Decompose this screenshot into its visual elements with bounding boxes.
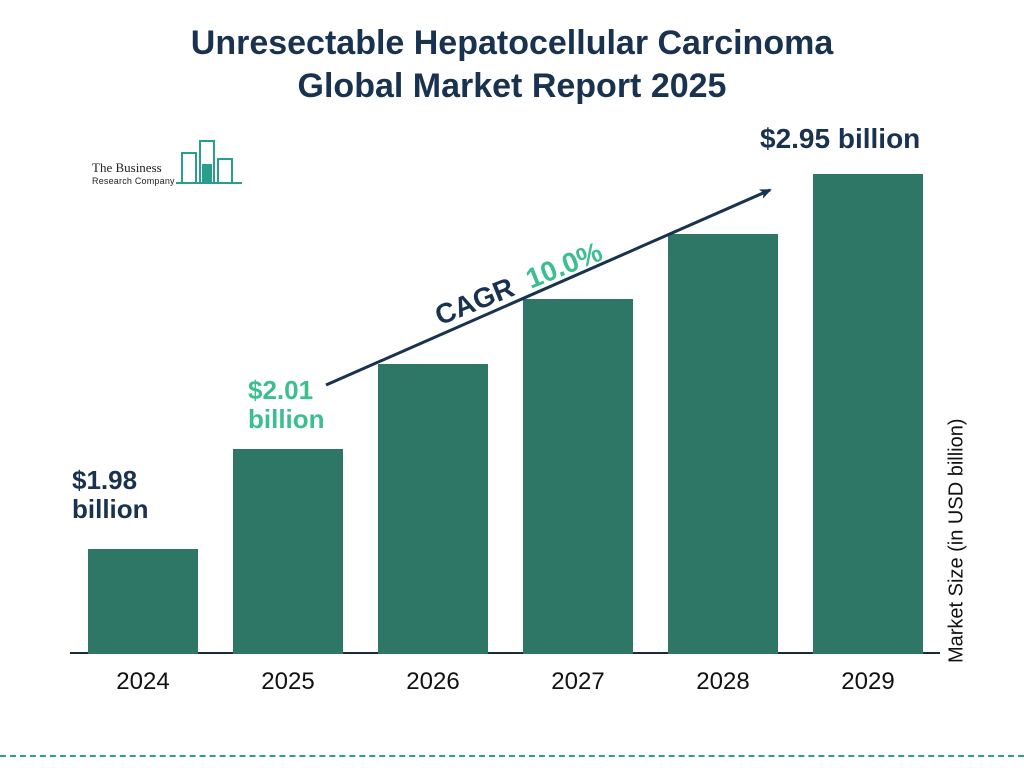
chart-title-line2: Global Market Report 2025 <box>0 65 1024 108</box>
x-tick-label: 2026 <box>378 668 488 696</box>
bar-chart: Market Size (in USD billion) 20242025202… <box>70 150 940 710</box>
callout-first-line2: billion <box>72 495 149 524</box>
y-axis-label: Market Size (in USD billion) <box>946 419 969 664</box>
plot-area <box>70 150 940 654</box>
chart-canvas: Unresectable Hepatocellular Carcinoma Gl… <box>0 0 1024 768</box>
bottom-divider <box>0 755 1024 757</box>
x-tick-label: 2029 <box>813 668 923 696</box>
callout-second-line1: $2.01 <box>248 376 325 405</box>
chart-title: Unresectable Hepatocellular Carcinoma Gl… <box>0 22 1024 107</box>
callout-second-line2: billion <box>248 405 325 434</box>
callout-second-value: $2.01 billion <box>248 376 325 433</box>
callout-first-line1: $1.98 <box>72 466 149 495</box>
chart-title-line1: Unresectable Hepatocellular Carcinoma <box>0 22 1024 65</box>
x-tick-label: 2028 <box>668 668 778 696</box>
callout-last-value: $2.95 billion <box>760 124 920 155</box>
callout-first-value: $1.98 billion <box>72 466 149 523</box>
bar <box>523 299 633 654</box>
x-tick-label: 2024 <box>88 668 198 696</box>
bar <box>813 174 923 654</box>
bar <box>378 364 488 654</box>
bar <box>88 549 198 654</box>
bar <box>668 234 778 654</box>
x-axis <box>70 652 940 654</box>
bar <box>233 449 343 654</box>
x-tick-label: 2025 <box>233 668 343 696</box>
x-tick-label: 2027 <box>523 668 633 696</box>
